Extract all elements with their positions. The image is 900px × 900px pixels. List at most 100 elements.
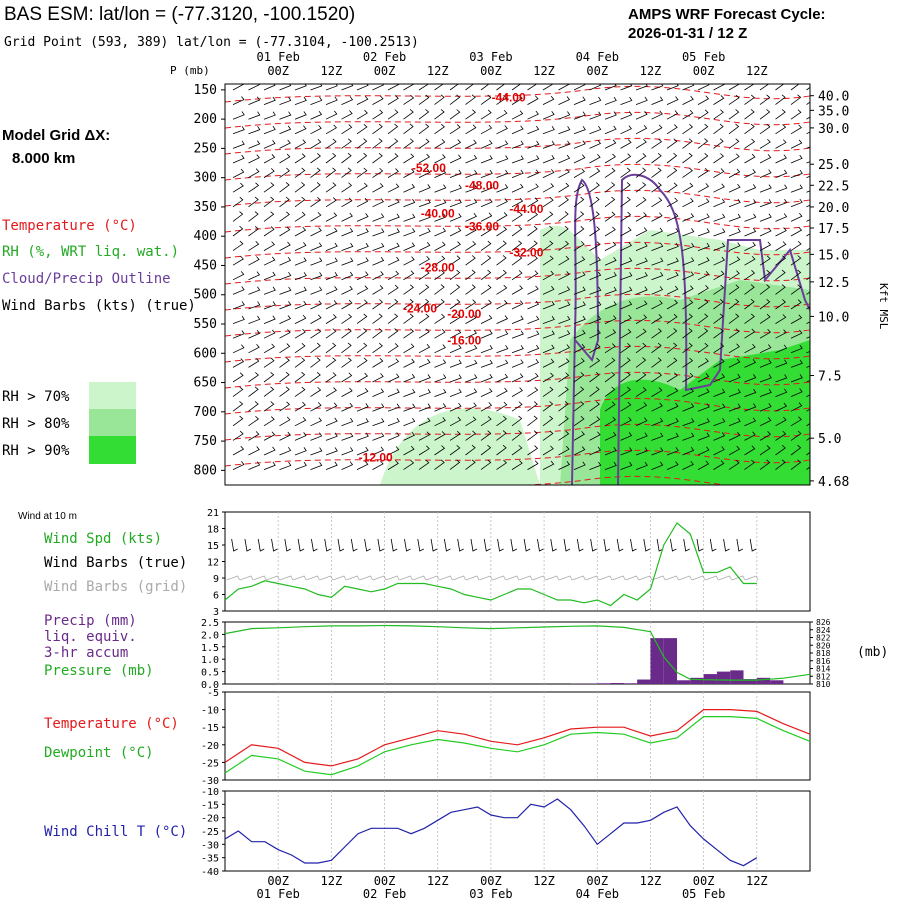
wind-barb [449, 199, 462, 208]
temp-panel-tick-label: -5 [207, 688, 219, 699]
temperature-contour-label: -44.00 [509, 202, 543, 216]
wind-barb [356, 242, 369, 251]
wind-barb [310, 372, 321, 383]
wind-barb [465, 269, 476, 281]
wind-barb [620, 432, 633, 441]
wind-barb [248, 461, 261, 470]
wind-barb [558, 271, 570, 281]
wind-barb [372, 342, 383, 354]
wind-barb [759, 269, 771, 281]
wind-barb [403, 270, 415, 281]
wind-barb [465, 198, 478, 208]
wind-barb [496, 387, 508, 397]
date-label-top: 01 Feb [257, 50, 300, 64]
wind-barb [449, 139, 462, 149]
wind-barb [511, 345, 524, 354]
wind-barb [418, 359, 431, 368]
wind-panel-tick-label: 21 [207, 508, 219, 519]
wind-barb [728, 109, 740, 120]
wind-barb [697, 257, 710, 266]
wind-barb [759, 313, 771, 324]
wind-barb [744, 255, 756, 266]
wind-barb [387, 242, 400, 251]
wind-barb [542, 401, 554, 412]
wind-barb-true [683, 538, 690, 552]
wind-barb [589, 96, 602, 105]
wind-barb [356, 257, 369, 266]
wind-barb [403, 153, 415, 164]
wind-barb [620, 242, 632, 251]
wind-barb-true [630, 538, 637, 552]
wind-barb [418, 213, 431, 222]
wind-barb [775, 344, 788, 354]
wind-barb [341, 372, 353, 383]
wind-barb [635, 227, 648, 237]
kft-tick-label: 10.0 [818, 310, 849, 325]
wind-barb [527, 300, 540, 310]
wind-barb [449, 154, 462, 164]
wind-barb [775, 459, 786, 470]
wind-panel-tick-label: 12 [207, 558, 219, 569]
wind-barb [744, 241, 756, 251]
wind-barb [527, 344, 540, 354]
wind-barb [418, 227, 431, 237]
wind-barb [713, 373, 726, 383]
wind-barb [542, 95, 555, 105]
wind-barb [697, 183, 710, 193]
rh80-label: RH > 80% [2, 416, 70, 432]
wind-barb [403, 313, 414, 324]
wind-barb [775, 199, 788, 208]
pressure-tick-label: 550 [194, 317, 217, 332]
wind-barb [263, 241, 276, 251]
wind-barb [465, 240, 477, 251]
wind-barb [449, 416, 462, 427]
wind-barb [387, 153, 399, 164]
hour-label-top: 12Z [427, 64, 449, 78]
wind-barb [542, 255, 554, 266]
wind-barb-true [404, 538, 411, 552]
wind-barb [728, 417, 741, 427]
wind-barb-grid [372, 575, 387, 581]
kft-tick-label: 7.5 [818, 370, 841, 385]
wind-barb [542, 445, 554, 456]
wind-barb [759, 445, 771, 456]
wind-barb [325, 417, 338, 427]
wind-barb [651, 182, 662, 193]
wind-barb [279, 286, 292, 295]
rh90-label: RH > 90% [2, 443, 70, 459]
wind-barb [263, 182, 275, 193]
wind-barb [511, 285, 524, 295]
wind-barb [294, 226, 307, 237]
wind-panel-tick-label: 6 [213, 591, 219, 602]
wind-barb [790, 430, 802, 441]
pressure-tick-label: 750 [194, 434, 217, 449]
wind-barb [759, 213, 772, 222]
wind-barb [263, 168, 275, 178]
wind-barb [496, 140, 509, 149]
pressure-tick-label: 400 [194, 229, 217, 244]
wind-barb [728, 373, 741, 383]
wind-barb [356, 432, 369, 441]
temp-panel-frame [224, 691, 811, 781]
wind-barb [713, 446, 725, 456]
wind-barb [372, 257, 385, 266]
wind-barb [558, 240, 570, 251]
date-label-bottom: 01 Feb [257, 887, 300, 900]
wind-barb [480, 284, 492, 295]
wind-barb [697, 213, 710, 222]
wind-barb [589, 84, 602, 91]
pressure-unit: (mb) [857, 645, 888, 660]
wind-barb [325, 124, 338, 135]
wind-barb [387, 299, 399, 310]
wind-barb [775, 109, 786, 120]
temperature-contour-label: -44.00 [492, 91, 526, 105]
wind-barb [248, 372, 259, 383]
wind-barb [527, 401, 538, 412]
wind-barb [558, 415, 569, 427]
wind-barb [294, 432, 307, 441]
pressure-tick-label: 500 [194, 288, 217, 303]
wind-barb [682, 123, 694, 135]
wind-barb [434, 138, 446, 149]
wind-barb [356, 95, 369, 105]
wind-barb [744, 153, 756, 164]
